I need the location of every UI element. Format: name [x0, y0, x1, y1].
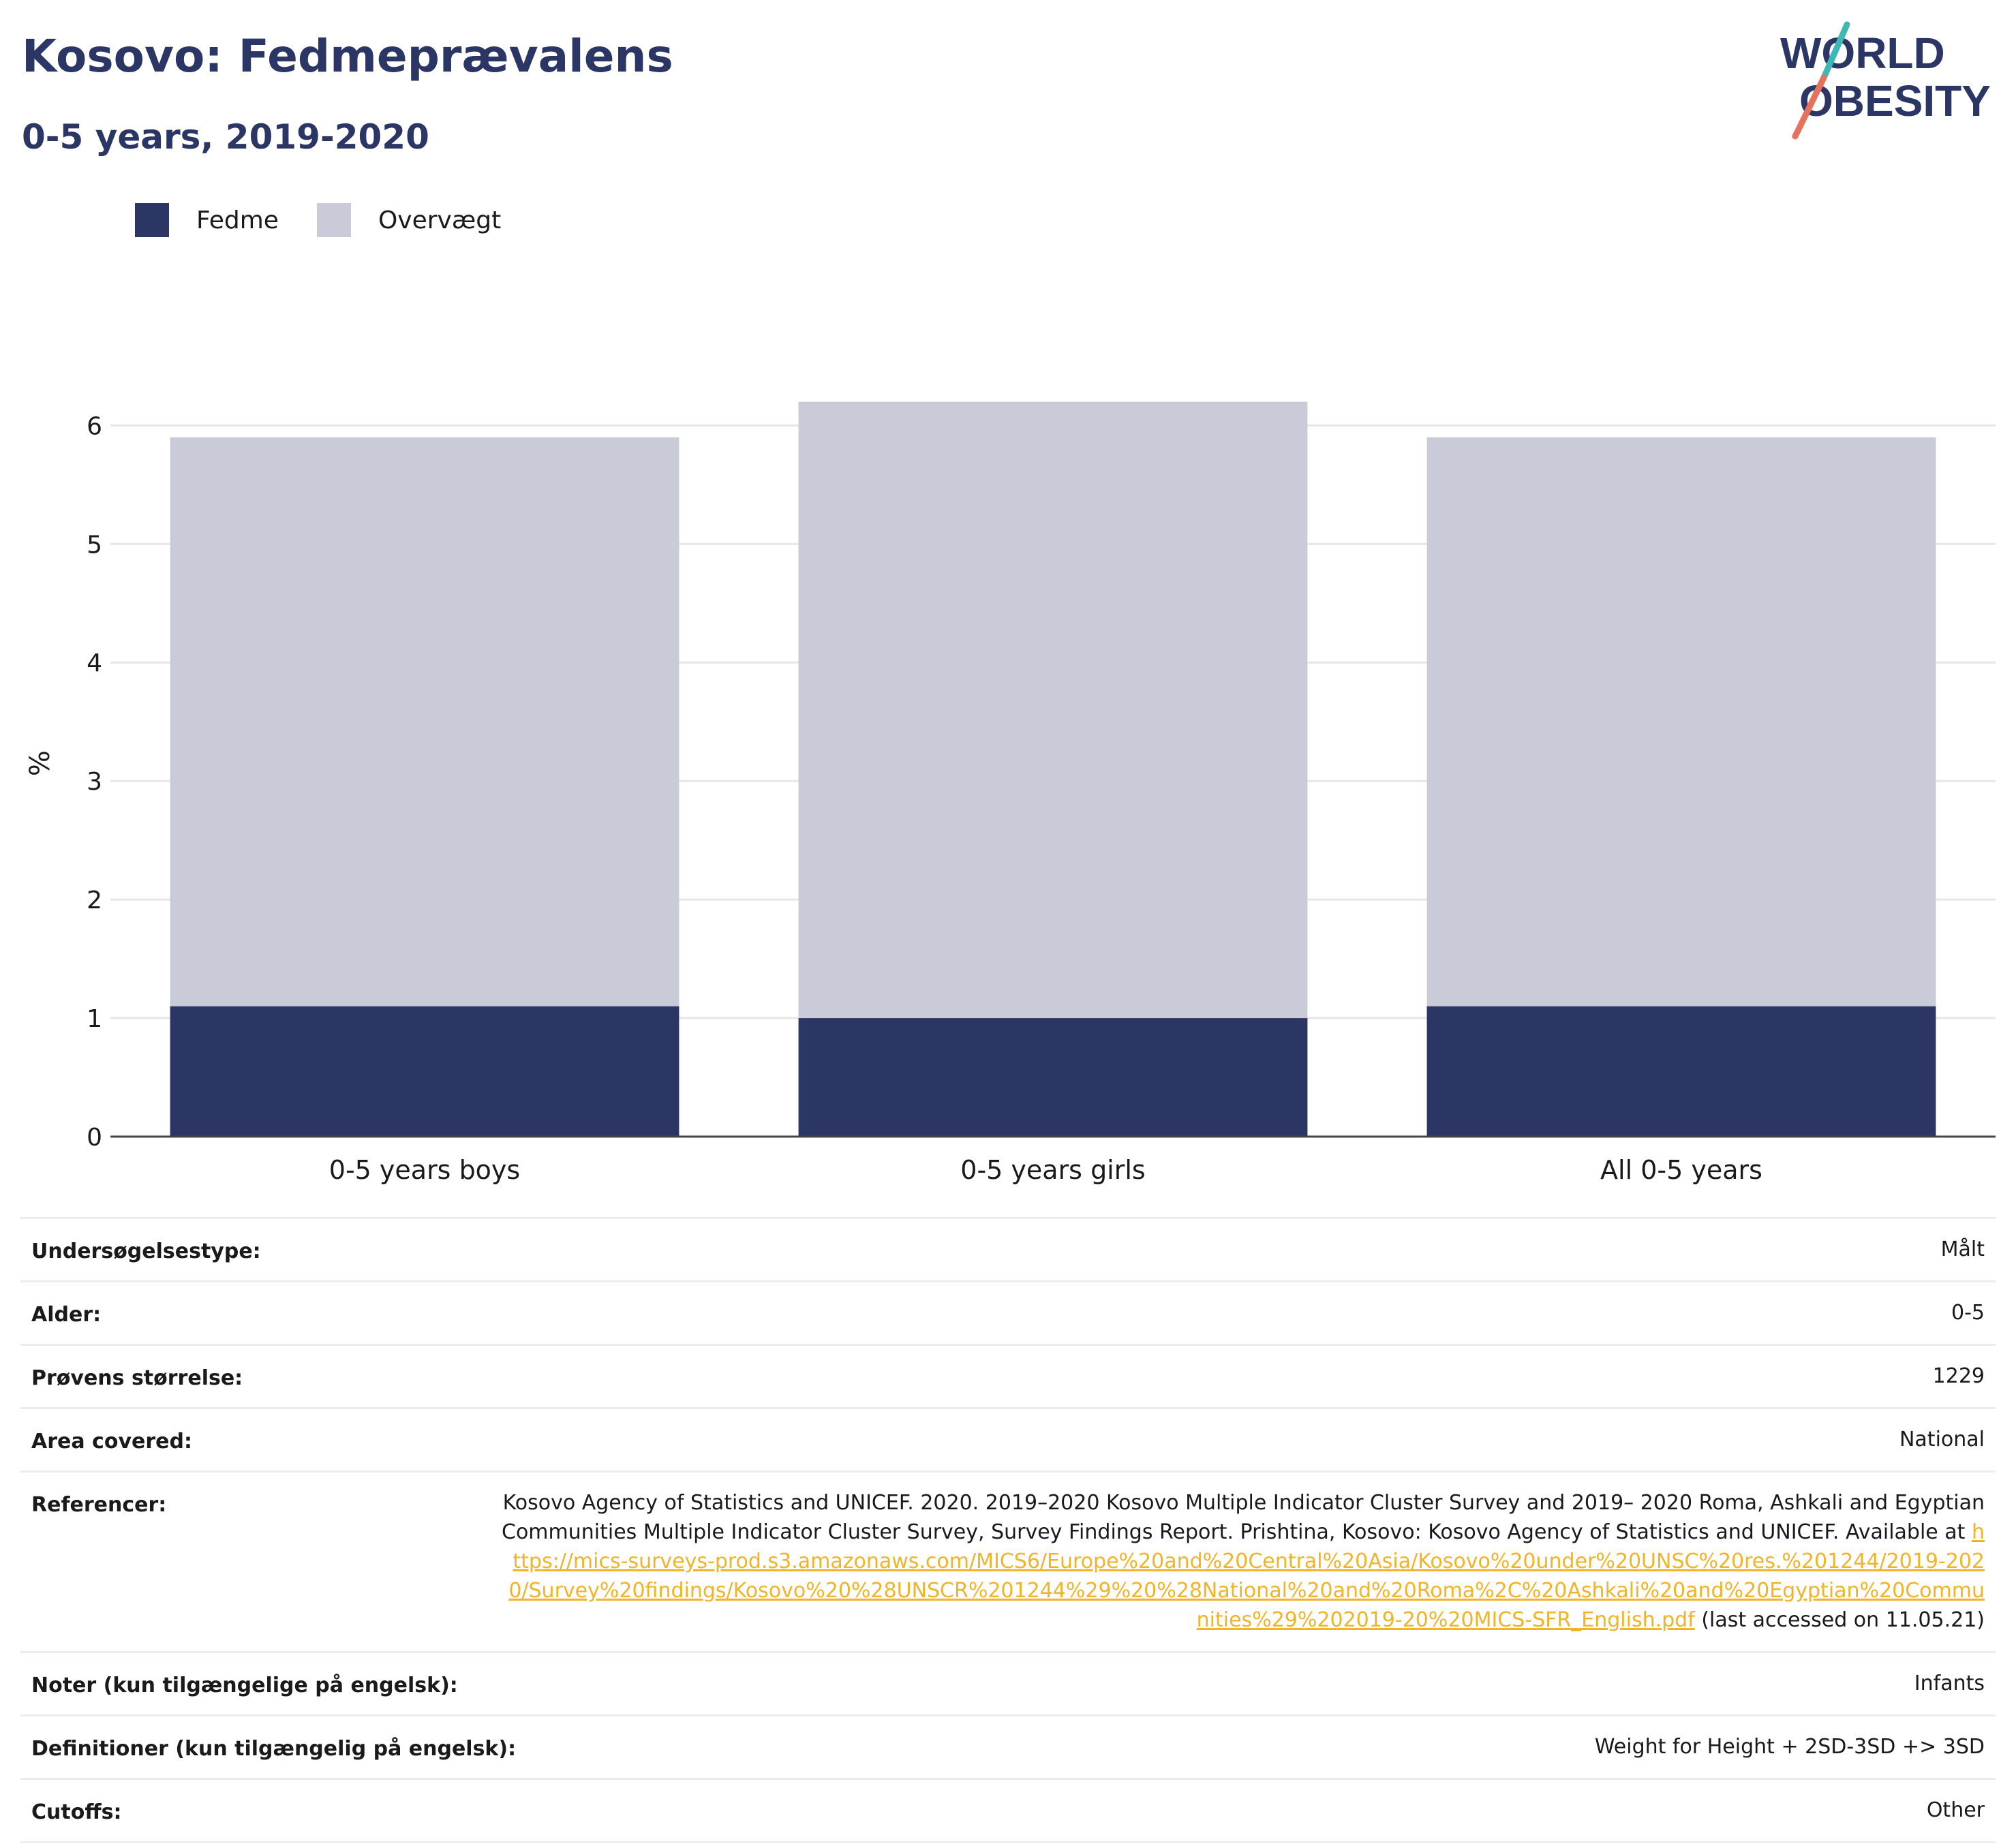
legend-label-overvaegt: Overvægt [378, 206, 502, 234]
reference-suffix: (last accessed on 11.05.21) [1694, 1608, 1985, 1632]
svg-text:OBESITY: OBESITY [1799, 76, 1991, 125]
info-value-reference: Kosovo Agency of Statistics and UNICEF. … [499, 1488, 1985, 1635]
bar-fedme [798, 1018, 1308, 1137]
x-tick-label: 0-5 years girls [960, 1155, 1145, 1185]
x-tick-label: 0-5 years boys [329, 1155, 520, 1185]
page-subtitle: 0-5 years, 2019-2020 [22, 117, 429, 157]
info-value: Weight for Height + 2SD-3SD +> 3SD [1594, 1735, 1985, 1759]
y-tick-label: 0 [87, 1124, 102, 1152]
x-tick-label: All 0-5 years [1600, 1155, 1762, 1185]
y-tick-label: 6 [87, 412, 102, 440]
legend-swatch-fedme [135, 203, 169, 237]
info-label: Area covered: [31, 1430, 192, 1453]
chart-legend: Fedme Overvægt [135, 202, 539, 238]
info-row-cutoffs: Cutoffs: Other [20, 1778, 1996, 1843]
info-row-area-covered: Area covered: National [20, 1407, 1996, 1470]
info-value: Målt [1940, 1237, 1985, 1261]
bar-overv-gt [1426, 437, 1936, 1006]
bar-chart: 0 1 2 3 4 5 6% 0-5 years boys 0-5 years girls All… [25, 401, 1996, 1185]
y-tick-label: 4 [87, 649, 102, 677]
bar-overv-gt [798, 401, 1308, 1019]
world-obesity-logo: WORLD OBESITY [1780, 21, 1991, 140]
svg-text:WORLD: WORLD [1780, 29, 1945, 78]
y-tick-label: 1 [87, 1005, 102, 1033]
y-tick-label: 2 [87, 887, 102, 914]
info-table: Undersøgelsestype: Målt Alder: 0-5 Prøve… [20, 1217, 1996, 1843]
info-row-references: Referencer: Kosovo Agency of Statistics … [20, 1470, 1996, 1651]
info-value: 0-5 [1951, 1301, 1985, 1325]
info-label: Alder: [31, 1303, 102, 1327]
info-row-definitions: Definitioner (kun tilgængelig på engelsk… [20, 1714, 1996, 1778]
bar-fedme [1426, 1006, 1936, 1137]
y-tick-label: 5 [87, 531, 102, 559]
info-label: Referencer: [31, 1493, 167, 1517]
reference-text: Kosovo Agency of Statistics and UNICEF. … [502, 1491, 1985, 1544]
legend-swatch-overvaegt [316, 203, 351, 237]
bar-overv-gt [170, 437, 679, 1006]
info-row-notes: Noter (kun tilgængelige på engelsk): Inf… [20, 1651, 1996, 1714]
info-value: Infants [1914, 1672, 1985, 1695]
page-title: Kosovo: Fedmeprævalens [22, 30, 673, 82]
info-label: Undersøgelsestype: [31, 1239, 261, 1263]
y-tick-label: 3 [87, 768, 102, 796]
legend-label-fedme: Fedme [196, 206, 279, 234]
info-value: 1229 [1932, 1364, 1985, 1388]
legend-item-fedme[interactable]: Fedme [135, 203, 279, 237]
info-label: Cutoffs: [31, 1800, 122, 1824]
y-axis-label: % [25, 750, 56, 776]
info-value: National [1899, 1428, 1985, 1451]
reference-link[interactable]: https://mics-surveys-prod.s3.amazonaws.c… [508, 1520, 1985, 1632]
info-label: Definitioner (kun tilgængelig på engelsk… [31, 1737, 517, 1761]
info-value: Other [1926, 1798, 1985, 1822]
info-row-sample-size: Prøvens størrelse: 1229 [20, 1344, 1996, 1407]
info-label: Prøvens størrelse: [31, 1366, 243, 1390]
legend-item-overvaegt[interactable]: Overvægt [316, 203, 502, 237]
bar-fedme [170, 1006, 679, 1137]
info-row-survey-type: Undersøgelsestype: Målt [20, 1217, 1996, 1280]
info-row-age: Alder: 0-5 [20, 1280, 1996, 1344]
info-label: Noter (kun tilgængelige på engelsk): [31, 1674, 458, 1697]
